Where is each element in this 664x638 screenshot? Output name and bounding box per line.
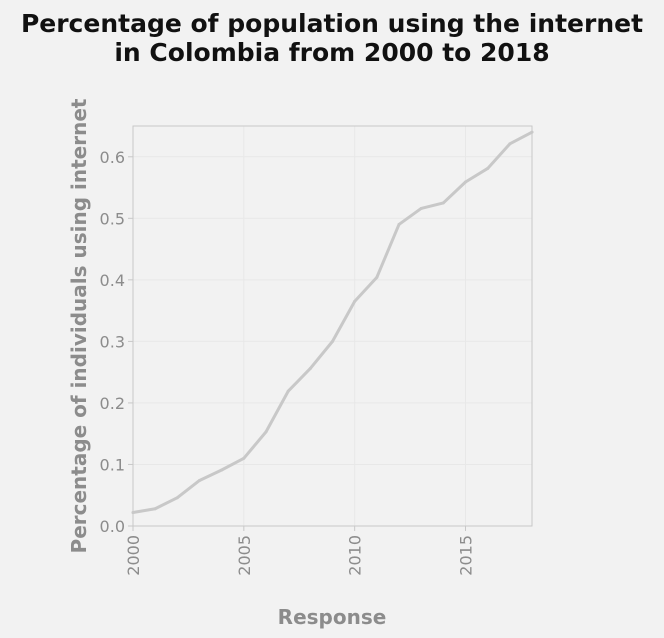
chart-title-line-2: in Colombia from 2000 to 2018 [114, 38, 549, 67]
data-point-2004 [220, 468, 224, 472]
x-tick-label-0: 2000 [124, 535, 143, 576]
y-tick-label-0: 0.0 [100, 517, 125, 536]
data-point-2001 [153, 507, 157, 511]
plot-area [133, 126, 532, 526]
data-point-2011 [375, 275, 379, 279]
data-point-2016 [486, 166, 490, 170]
data-point-2010 [353, 299, 357, 303]
y-tick-label-4: 0.4 [100, 271, 125, 290]
x-tick-label-1: 2005 [235, 535, 254, 576]
data-point-2002 [175, 496, 179, 500]
x-axis-title: Response [278, 605, 387, 629]
y-tick-label-3: 0.3 [100, 332, 125, 351]
data-point-2008 [308, 366, 312, 370]
x-tick-label-2: 2010 [346, 535, 365, 576]
data-point-2006 [264, 430, 268, 434]
data-point-2013 [419, 206, 423, 210]
chart-title-line-1: Percentage of population using the inter… [21, 9, 643, 38]
y-tick-label-2: 0.2 [100, 394, 125, 413]
data-point-2005 [242, 456, 246, 460]
tick-labels: 0.0 0.1 0.2 0.3 0.4 0.5 0.6 2000 2005 2010 2015 [100, 148, 476, 576]
data-point-2017 [508, 142, 512, 146]
y-tick-label-1: 0.1 [100, 455, 125, 474]
y-tick-label-6: 0.6 [100, 148, 125, 167]
data-point-2007 [286, 389, 290, 393]
plot-frame [132, 125, 533, 527]
series-layer [131, 130, 534, 514]
data-point-2012 [397, 222, 401, 226]
data-point-2014 [441, 201, 445, 205]
data-point-2003 [198, 478, 201, 482]
data-point-2015 [464, 180, 467, 184]
y-axis-title: Percentage of individuals using internet [67, 98, 91, 553]
x-tick-label-3: 2015 [457, 535, 476, 576]
axes [128, 125, 533, 531]
data-point-2018 [530, 130, 534, 134]
grid [132, 126, 532, 527]
data-point-2009 [331, 339, 334, 343]
y-tick-label-5: 0.5 [100, 209, 125, 228]
data-point-2000 [131, 510, 135, 514]
